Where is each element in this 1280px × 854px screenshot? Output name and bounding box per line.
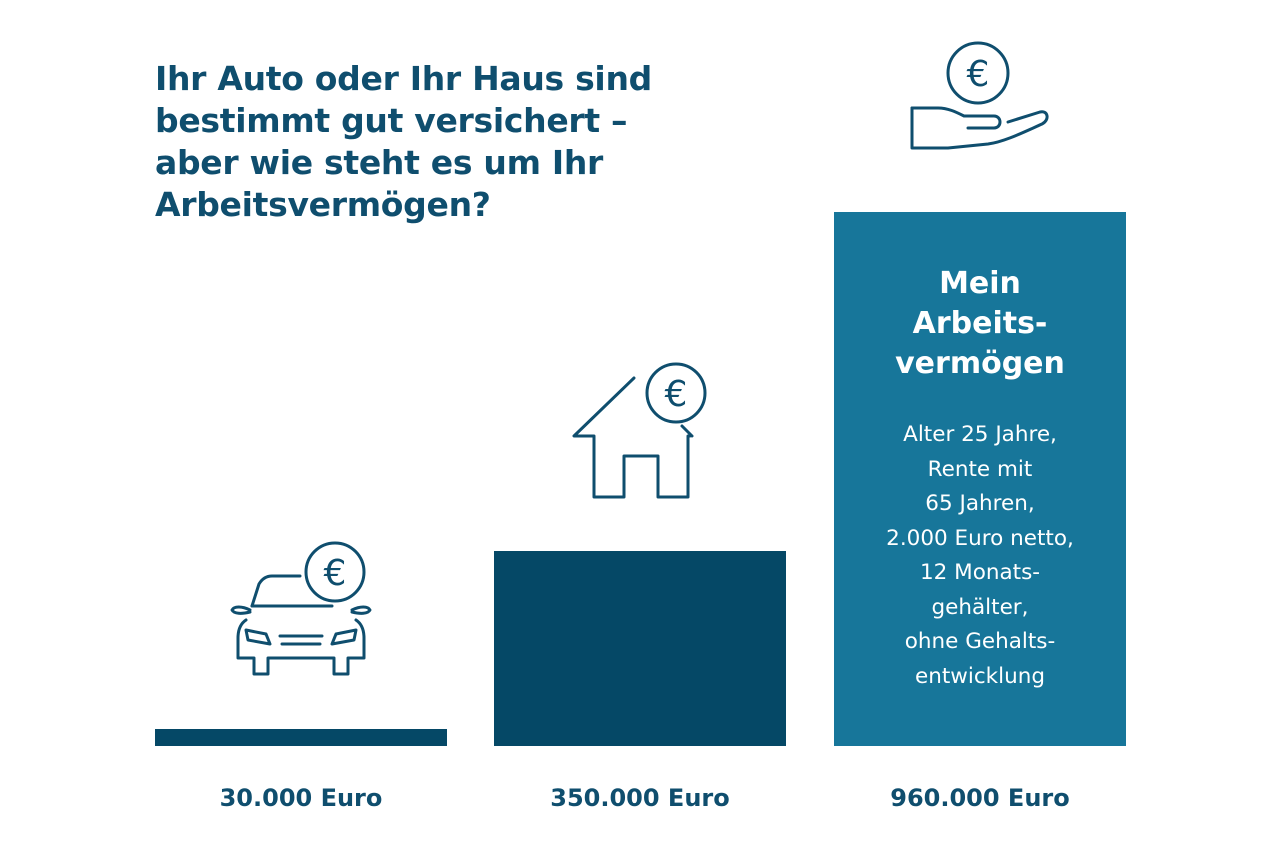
svg-text:€: € bbox=[324, 553, 347, 594]
hand-with-euro-icon: € bbox=[910, 41, 1049, 150]
bar-value-label: 350.000 Euro bbox=[550, 784, 730, 812]
highlight-detail-line: entwicklung bbox=[915, 663, 1045, 689]
highlight-detail-line: 65 Jahren, bbox=[925, 491, 1035, 516]
svg-text:€: € bbox=[967, 54, 990, 95]
highlight-detail-line: 2.000 Euro netto, bbox=[886, 525, 1074, 551]
bar-house-value bbox=[494, 551, 786, 746]
house-with-euro-icon: € bbox=[572, 362, 707, 499]
headline: Ihr Auto oder Ihr Haus sind bestimmt gut… bbox=[155, 58, 715, 226]
svg-text:€: € bbox=[665, 374, 688, 415]
highlight-bar-text: Mein Arbeits- vermögen Alter 25 Jahre, R… bbox=[834, 264, 1126, 694]
bar-value-label: 960.000 Euro bbox=[890, 784, 1070, 812]
highlight-title-line: Arbeits- bbox=[912, 306, 1048, 341]
bar-car-value bbox=[155, 729, 447, 746]
highlight-detail-line: ohne Gehalts- bbox=[904, 629, 1056, 654]
highlight-title-line: Mein bbox=[939, 266, 1021, 301]
highlight-title-line: vermögen bbox=[895, 346, 1065, 381]
bar-value-label: 30.000 Euro bbox=[219, 784, 383, 812]
headline-line: Arbeitsvermögen? bbox=[155, 185, 491, 224]
bar-work-capacity-value bbox=[834, 212, 1126, 746]
highlight-detail-line: Alter 25 Jahre, bbox=[903, 422, 1057, 447]
highlight-detail-line: 12 Monats- bbox=[919, 560, 1041, 585]
highlight-bar-title: Mein Arbeits- vermögen bbox=[834, 264, 1126, 384]
highlight-detail-line: gehälter, bbox=[931, 594, 1029, 620]
car-with-euro-icon: € bbox=[230, 541, 372, 676]
headline-line: aber wie steht es um Ihr bbox=[155, 143, 603, 182]
headline-line: bestimmt gut versichert – bbox=[155, 101, 628, 140]
highlight-bar-details: Alter 25 Jahre, Rente mit 65 Jahren, 2.0… bbox=[834, 418, 1126, 694]
highlight-detail-line: Rente mit bbox=[927, 456, 1033, 482]
headline-line: Ihr Auto oder Ihr Haus sind bbox=[155, 59, 652, 98]
